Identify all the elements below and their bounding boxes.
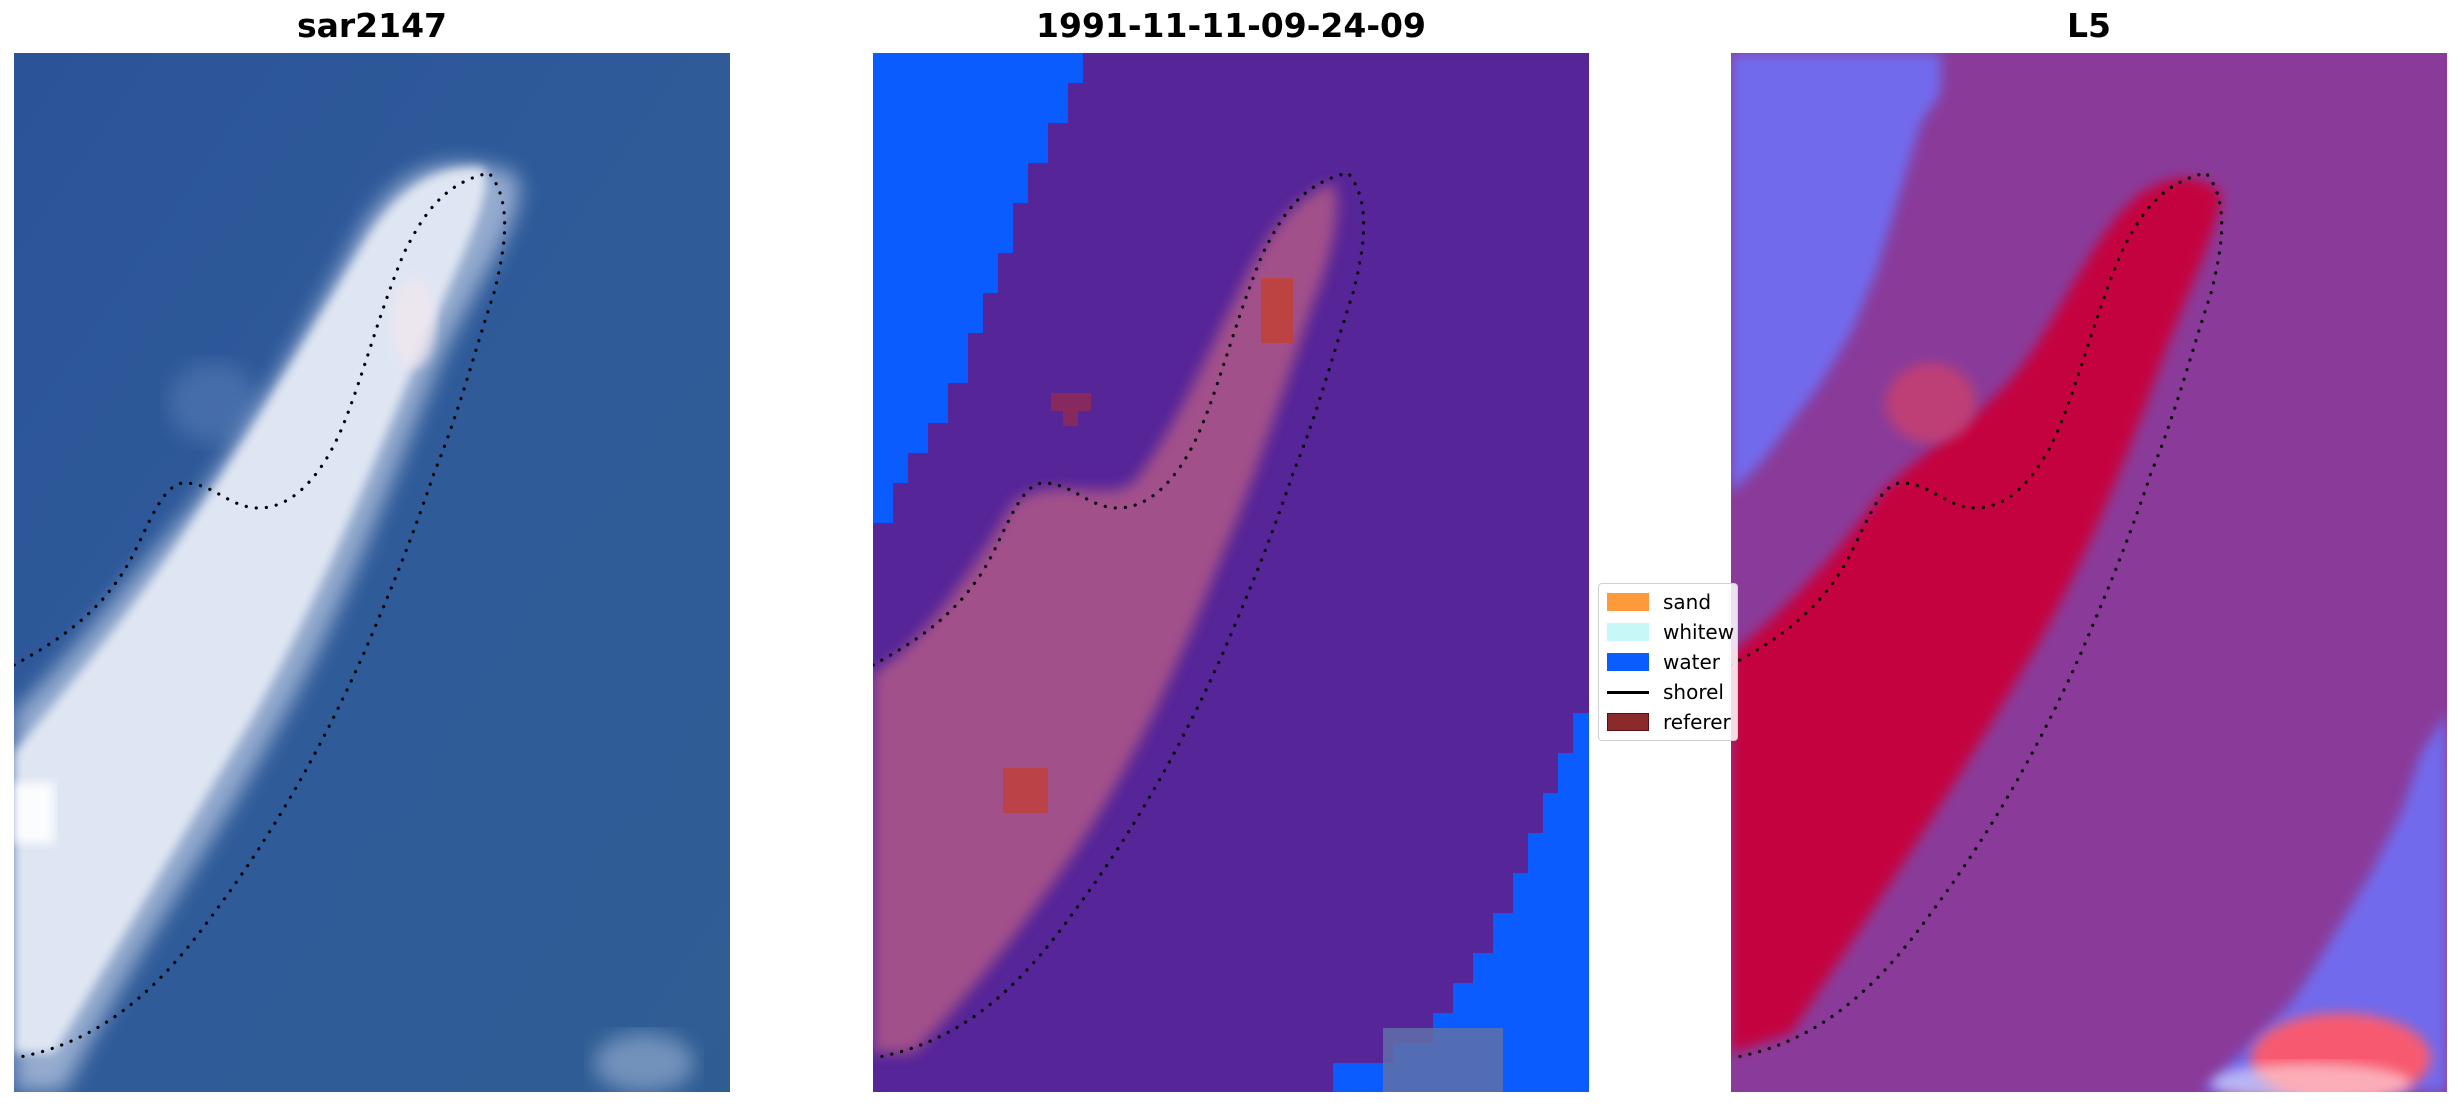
legend-item-whitewater: whitew (1607, 620, 1734, 644)
bottom-right-patch (594, 1033, 694, 1092)
index-image-panel (1731, 53, 2447, 1092)
legend-item-shoreline: shorel (1607, 680, 1724, 704)
legend-label-shoreline: shorel (1663, 680, 1724, 704)
shallow-patch (169, 363, 259, 443)
water-swatch (1607, 653, 1649, 671)
legend-item-sand: sand (1607, 590, 1711, 614)
unclassified-patch (1383, 1028, 1503, 1092)
low-index-region-bottom-right (2201, 713, 2447, 1092)
reference-patch-upper (1261, 278, 1293, 343)
panel-title-index: L5 (2067, 6, 2111, 45)
legend-label-whitewater: whitew (1663, 620, 1735, 644)
low-index-region-top-left (1731, 53, 1941, 493)
panel-title-classified: 1991-11-11-09-24-09 (1036, 6, 1426, 45)
whitewater-swatch (1607, 623, 1649, 641)
classified-image (873, 53, 1589, 1092)
sand-swatch (1607, 593, 1649, 611)
legend-label-water: water (1663, 650, 1720, 674)
rgb-image-panel (14, 53, 730, 1092)
water-class-bottom-right (1333, 713, 1589, 1092)
legend-label-reference: referer (1663, 710, 1731, 734)
reference-swatch (1607, 713, 1649, 731)
high-index-spit (1731, 178, 2221, 1053)
classified-image-panel (873, 53, 1589, 1092)
reference-patch-lower (1003, 768, 1048, 813)
legend: sand whitew water shorel referer (1598, 583, 1738, 741)
sand-spit (14, 167, 486, 1053)
legend-item-water: water (1607, 650, 1720, 674)
panel-title-rgb: sar2147 (296, 6, 448, 45)
sand-overlay (873, 183, 1337, 1053)
water-class-top-left (873, 53, 1083, 523)
index-image (1731, 53, 2447, 1092)
shoreline-line-swatch (1607, 690, 1649, 694)
legend-label-sand: sand (1663, 590, 1712, 614)
rgb-image (14, 53, 730, 1092)
legend-item-reference: referer (1607, 710, 1731, 734)
